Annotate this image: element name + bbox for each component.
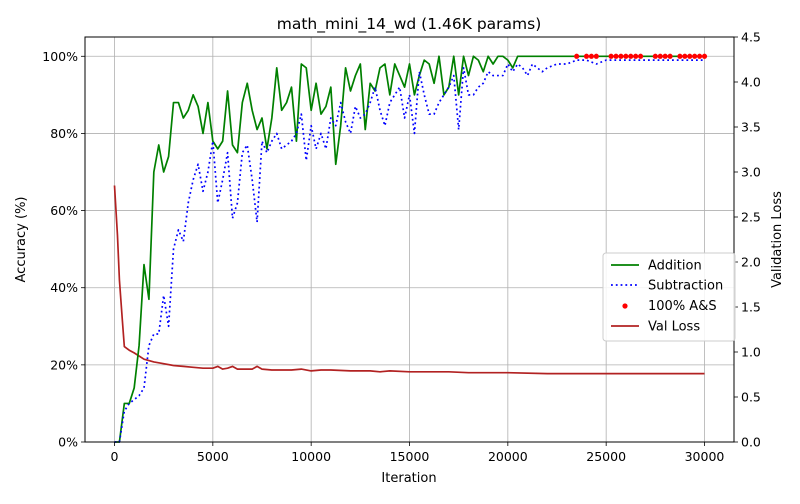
legend-box <box>602 252 736 342</box>
data-point-100-a-s <box>628 53 634 59</box>
data-point-100-a-s <box>701 53 708 59</box>
y-left-axis-ticks: 0% 20% 40% 60% 80% 100% <box>42 49 85 450</box>
x-axis-label: Iteration <box>381 471 436 486</box>
series-line-addition <box>114 55 705 443</box>
data-point-100-a-s <box>608 53 614 59</box>
legend-val-loss-label: Val Loss <box>648 320 700 335</box>
x-tick-label: 30000 <box>685 449 725 464</box>
y-left-axis-label: Accuracy (%) <box>14 197 29 283</box>
y-right-tick-label: 4.5 <box>741 30 761 45</box>
y-left-tick-label: 40% <box>50 280 78 295</box>
y-left-tick-label: 100% <box>42 49 78 64</box>
y-right-axis-label: Validation Loss <box>770 191 785 288</box>
y-right-tick-label: 1.5 <box>741 300 761 315</box>
data-point-100-a-s <box>623 53 629 59</box>
data-point-100-a-s <box>682 53 688 59</box>
x-tick-label: 15000 <box>390 449 430 464</box>
plot-series <box>113 53 708 443</box>
x-axis-ticks: 0 5000 10000 15000 20000 25000 30000 <box>111 442 725 464</box>
data-point-100-a-s <box>662 53 668 59</box>
data-point-100-a-s <box>692 53 698 59</box>
legend: Addition Subtraction 100% A&S Val Loss <box>602 252 736 342</box>
y-right-axis-ticks: 0.0 0.5 1.0 1.5 2.0 2.5 3.0 3.5 4.0 4.5 <box>734 30 761 450</box>
x-tick-label: 20000 <box>488 449 528 464</box>
data-point-100-a-s <box>574 53 580 59</box>
x-tick-label: 0 <box>111 449 119 464</box>
data-point-100-a-s <box>637 53 644 59</box>
y-left-tick-label: 20% <box>50 357 78 372</box>
series-100-a-s-markers <box>574 53 708 59</box>
x-tick-label: 25000 <box>586 449 626 464</box>
legend-addition-label: Addition <box>648 259 702 274</box>
data-point-100-a-s <box>588 53 595 59</box>
y-right-tick-label: 2.5 <box>741 210 761 225</box>
data-point-100-a-s <box>652 53 658 59</box>
y-left-tick-label: 60% <box>50 203 78 218</box>
data-point-100-a-s <box>583 53 590 59</box>
y-right-tick-label: 2.0 <box>741 255 761 270</box>
data-point-100-a-s <box>593 53 599 59</box>
y-right-tick-label: 1.0 <box>741 345 761 360</box>
y-right-tick-label: 4.0 <box>741 75 761 90</box>
legend-100-as-swatch <box>622 303 628 309</box>
x-tick-label: 10000 <box>291 449 331 464</box>
chart-title: math_mini_14_wd (1.46K params) <box>277 15 542 34</box>
data-point-100-a-s <box>677 53 683 59</box>
series-line-subtraction <box>114 59 705 443</box>
y-right-tick-label: 0.0 <box>741 435 761 450</box>
data-point-100-a-s <box>696 53 703 59</box>
y-left-tick-label: 80% <box>50 126 78 141</box>
data-point-100-a-s <box>618 53 624 59</box>
legend-subtraction-label: Subtraction <box>648 279 723 294</box>
data-point-100-a-s <box>613 53 619 59</box>
data-point-100-a-s <box>633 53 639 59</box>
series-line-val-loss <box>113 185 705 375</box>
data-point-100-a-s <box>687 53 693 59</box>
data-point-100-a-s <box>657 53 663 59</box>
x-tick-label: 5000 <box>197 449 229 464</box>
legend-100-as-label: 100% A&S <box>648 299 717 314</box>
y-right-tick-label: 0.5 <box>741 390 761 405</box>
data-point-100-a-s <box>667 53 673 59</box>
y-right-tick-label: 3.5 <box>741 120 761 135</box>
y-right-tick-label: 3.0 <box>741 165 761 180</box>
y-left-tick-label: 0% <box>58 435 78 450</box>
